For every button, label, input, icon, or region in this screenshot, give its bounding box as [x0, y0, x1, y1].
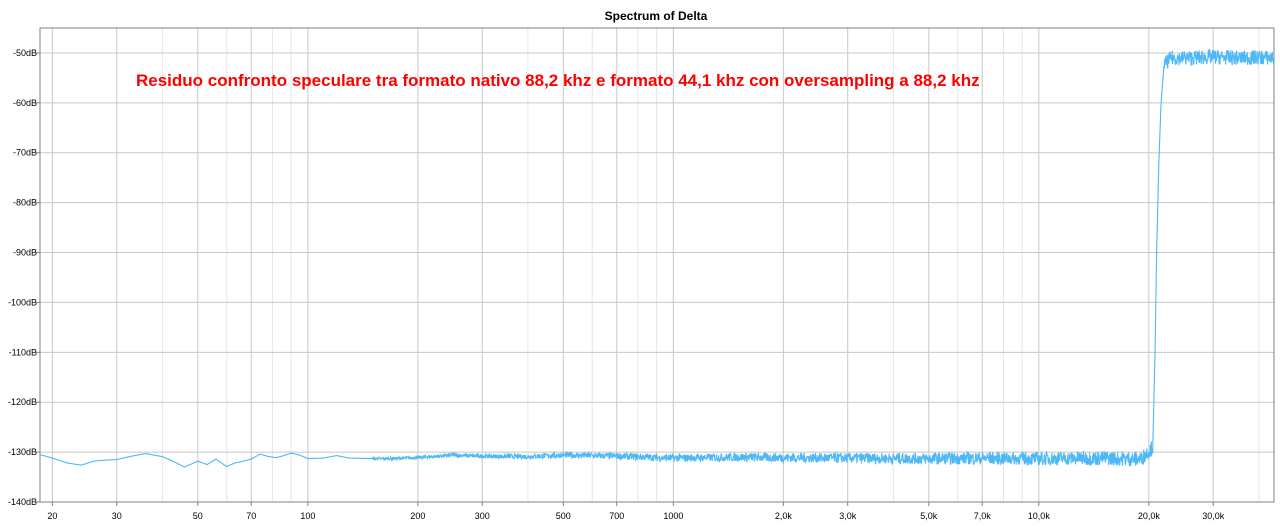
axes: [39, 27, 1275, 503]
y-tick-label: -70dB: [13, 148, 37, 158]
y-tick-label: -60dB: [13, 98, 37, 108]
x-tick-label: 500: [556, 511, 571, 521]
y-tick-label: -120dB: [8, 397, 37, 407]
x-tick-label: 30: [112, 511, 122, 521]
x-tick-label: 1000: [663, 511, 683, 521]
y-tick-label: -130dB: [8, 447, 37, 457]
x-tick-label: 2,0k: [775, 511, 793, 521]
x-tick-label: 100: [300, 511, 315, 521]
plot-frame: [39, 27, 1275, 503]
chart-title: Spectrum of Delta: [605, 9, 708, 23]
y-axis-ticks: -50dB -60dB -70dB -80dB -90dB -100dB -110dB -12…: [8, 48, 40, 507]
y-tick-label: -50dB: [13, 48, 37, 58]
x-tick-label: 200: [410, 511, 425, 521]
y-tick-label: -100dB: [8, 297, 37, 307]
y-tick-label: -140dB: [8, 497, 37, 507]
x-tick-label: 10,0k: [1028, 511, 1051, 521]
x-tick-label: 7,0k: [974, 511, 992, 521]
y-tick-label: -80dB: [13, 198, 37, 208]
x-tick-label: 300: [475, 511, 490, 521]
y-tick-label: -90dB: [13, 248, 37, 258]
x-tick-label: 700: [609, 511, 624, 521]
x-tick-label: 30,0k: [1202, 511, 1225, 521]
x-tick-label: 50: [193, 511, 203, 521]
x-tick-label: 3,0k: [839, 511, 857, 521]
x-axis-ticks: 20 30 50 70 100 200 300 500 700 1000 2,0k 3,0k 5,0k 7…: [47, 502, 1225, 521]
x-tick-label: 5,0k: [920, 511, 938, 521]
y-tick-label: -110dB: [9, 347, 37, 357]
series-line: [39, 47, 1275, 468]
grid: [40, 28, 1274, 503]
chart-annotation: Residuo confronto speculare tra formato …: [136, 71, 980, 90]
x-tick-label: 70: [246, 511, 256, 521]
x-tick-label: 20: [47, 511, 57, 521]
x-tick-label: 20,0k: [1138, 511, 1161, 521]
